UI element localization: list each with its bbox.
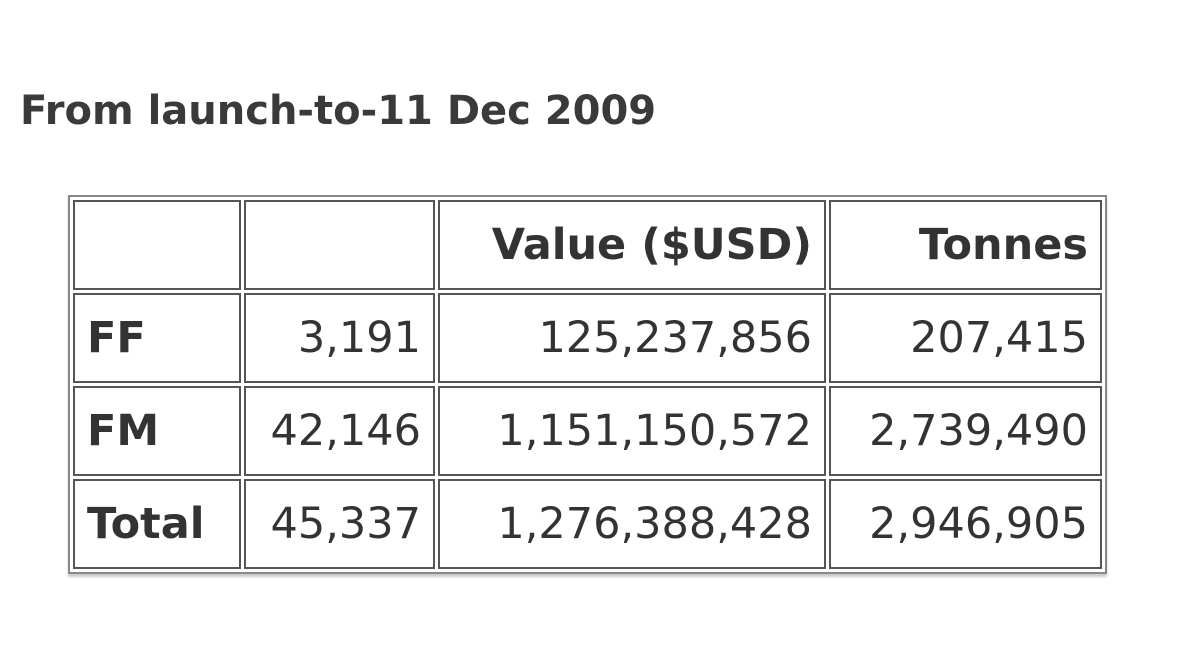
cell: 3,191: [244, 293, 435, 383]
cell: 1,151,150,572: [438, 386, 826, 476]
cell: 1,276,388,428: [438, 479, 826, 569]
table-row: FF 3,191 125,237,856 207,415: [73, 293, 1102, 383]
row-label: Total: [73, 479, 241, 569]
row-label: FF: [73, 293, 241, 383]
empty-header: [73, 200, 241, 290]
title: From launch-to-11 Dec 2009: [20, 88, 657, 134]
table-body: FF 3,191 125,237,856 207,415 FM 42,146 1,151,1…: [73, 293, 1102, 569]
empty-header: [244, 200, 435, 290]
cell: 2,946,905: [829, 479, 1102, 569]
data-table: Value ($USD) Tonnes FF 3,191 125,237,856 20…: [68, 195, 1107, 574]
cell: 45,337: [244, 479, 435, 569]
table-row: FM 42,146 1,151,150,572 2,739,490: [73, 386, 1102, 476]
column-header: Value ($USD): [438, 200, 826, 290]
cell: 42,146: [244, 386, 435, 476]
cell: 207,415: [829, 293, 1102, 383]
header-row: Value ($USD) Tonnes: [73, 200, 1102, 290]
row-label: FM: [73, 386, 241, 476]
cell: 2,739,490: [829, 386, 1102, 476]
column-header: Tonnes: [829, 200, 1102, 290]
cell: 125,237,856: [438, 293, 826, 383]
table-row: Total 45,337 1,276,388,428 2,946,905: [73, 479, 1102, 569]
